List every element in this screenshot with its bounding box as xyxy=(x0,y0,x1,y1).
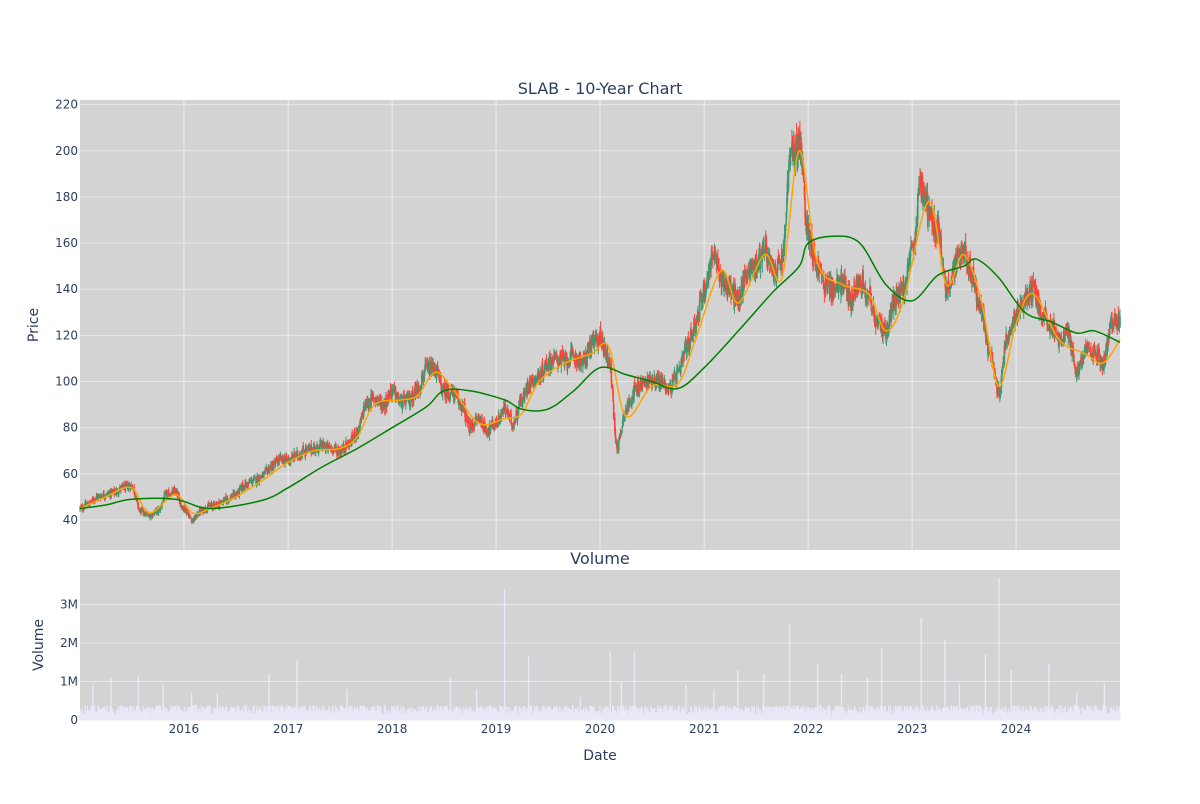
volume-spike-bar xyxy=(867,678,868,720)
volume-x-tick-labels: 2016 2017 2018 2019 2020 2021 2022 2023 2024 xyxy=(169,722,1032,736)
price-panel: 40 60 80 100 120 140 160 180 200 220 SLAB - 10-Ye… xyxy=(26,79,1121,550)
volume-spike-bar xyxy=(268,674,269,720)
volume-spike-bar xyxy=(998,578,999,720)
volume-spike-bar xyxy=(737,670,738,720)
volume-spike-bar xyxy=(162,685,163,720)
price-y-tick: 40 xyxy=(63,513,78,527)
volume-spike-bar xyxy=(634,651,635,720)
date-x-tick: 2022 xyxy=(793,722,824,736)
price-y-tick: 80 xyxy=(63,421,78,435)
volume-spike-bar xyxy=(841,674,842,720)
volume-spike-bar xyxy=(296,660,297,720)
price-y-tick: 120 xyxy=(55,328,78,342)
volume-spike-bar xyxy=(763,674,764,720)
price-y-tick: 200 xyxy=(55,144,78,158)
volume-spike-bar xyxy=(713,689,714,720)
volume-spike-bar xyxy=(92,685,93,720)
volume-spike-bar xyxy=(191,693,192,720)
date-x-tick: 2020 xyxy=(585,722,616,736)
volume-plot-area xyxy=(80,570,1120,720)
volume-spike-bar xyxy=(450,678,451,720)
volume-y-tick: 1M xyxy=(60,675,78,689)
volume-spike-bar xyxy=(789,624,790,720)
volume-x-axis-title: Date xyxy=(583,748,616,764)
date-x-tick: 2021 xyxy=(689,722,720,736)
volume-spike-bar xyxy=(1076,693,1077,720)
volume-spike-bar xyxy=(1048,664,1049,720)
volume-spike-bar xyxy=(476,689,477,720)
date-x-tick: 2023 xyxy=(897,722,928,736)
volume-spike-bar xyxy=(685,685,686,720)
volume-spike-bar xyxy=(610,651,611,720)
price-y-tick: 180 xyxy=(55,190,78,204)
date-x-tick: 2017 xyxy=(273,722,304,736)
price-chart-title: SLAB - 10-Year Chart xyxy=(518,79,682,98)
volume-spike-bar xyxy=(346,689,347,720)
volume-spike-bar xyxy=(944,639,945,720)
volume-y-tick: 0 xyxy=(70,713,78,727)
volume-spike-bar xyxy=(528,657,529,720)
volume-y-tick: 2M xyxy=(60,636,78,650)
price-y-axis-title: Price xyxy=(26,308,42,342)
volume-spike-bar xyxy=(881,649,882,720)
volume-spike-bar xyxy=(1011,670,1012,720)
price-y-tick: 100 xyxy=(55,375,78,389)
volume-spike-bar xyxy=(580,697,581,720)
date-x-tick: 2019 xyxy=(481,722,512,736)
date-x-tick: 2024 xyxy=(1001,722,1032,736)
volume-y-axis-title: Volume xyxy=(31,619,47,671)
volume-spike-bar xyxy=(504,589,505,720)
price-y-tick: 140 xyxy=(55,282,78,296)
volume-spike-bar xyxy=(959,683,960,720)
date-x-tick: 2018 xyxy=(377,722,408,736)
volume-spike-bar xyxy=(110,678,111,720)
volume-bar xyxy=(1119,713,1120,720)
volume-spike-bar xyxy=(985,655,986,720)
volume-spike-bar xyxy=(138,676,139,720)
volume-chart-title: Volume xyxy=(570,549,630,568)
price-y-tick: 220 xyxy=(55,98,78,112)
volume-spike-bar xyxy=(217,693,218,720)
volume-spike-bar xyxy=(921,618,922,720)
volume-spike-bar xyxy=(817,664,818,720)
volume-spike-bar xyxy=(621,682,622,720)
price-y-tick: 60 xyxy=(63,467,78,481)
date-x-tick: 2016 xyxy=(169,722,200,736)
price-y-tick: 160 xyxy=(55,236,78,250)
volume-spike-bar xyxy=(1104,683,1105,720)
volume-y-tick: 3M xyxy=(60,598,78,612)
